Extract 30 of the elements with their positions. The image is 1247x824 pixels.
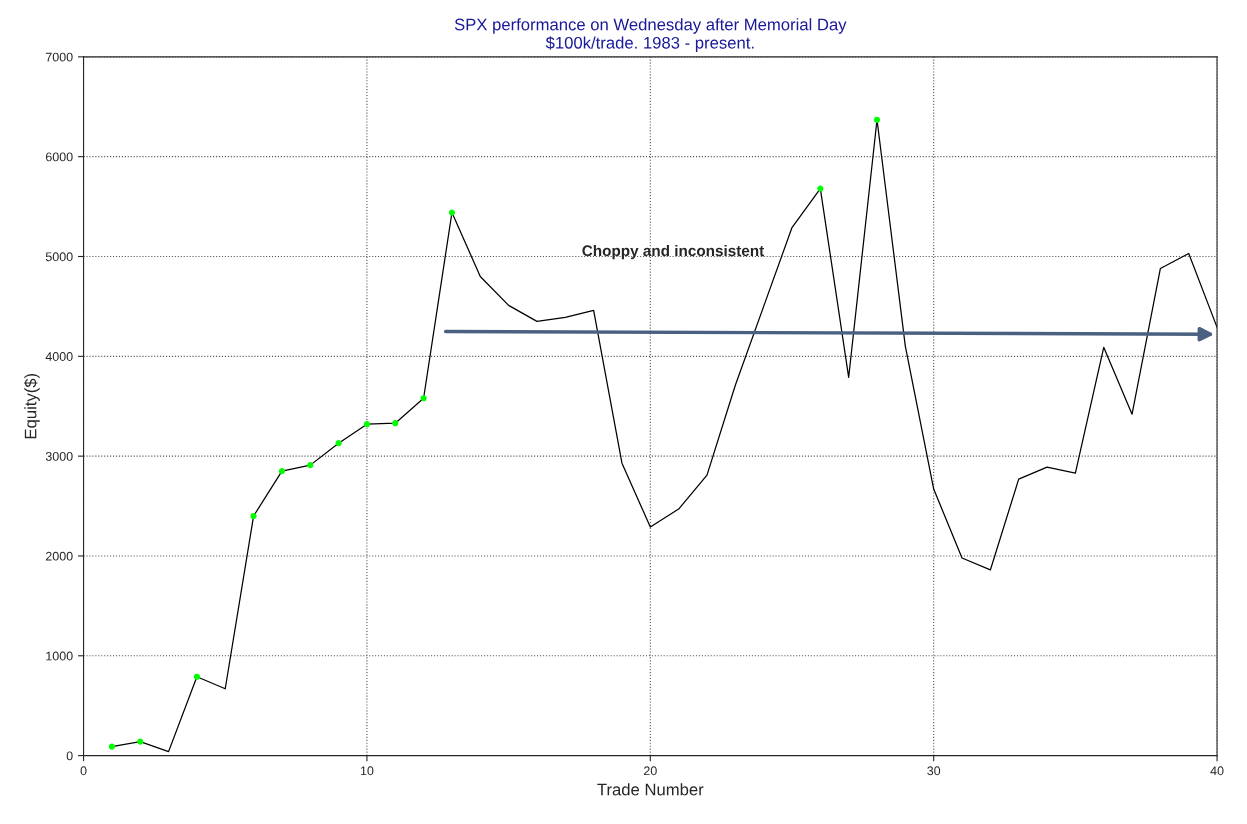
y-tick-label: 5000 [45, 252, 73, 262]
point [278, 468, 286, 475]
y-axis-title: Equity($) [23, 373, 40, 439]
chart-title: SPX performance on Wednesday after Memorial Day $100k/trade. 1983 - present. [454, 18, 847, 52]
y-tick-label: 3000 [45, 451, 73, 461]
point [108, 743, 115, 750]
x-tick-label: 10 [360, 766, 374, 776]
annotation: Choppy and inconsistent [582, 244, 765, 260]
point [817, 185, 824, 192]
point [392, 420, 399, 427]
x-tick-label: 30 [927, 766, 941, 776]
y-tick-label: 6000 [45, 152, 73, 162]
point [137, 738, 144, 745]
point [193, 673, 201, 680]
point [420, 395, 427, 402]
point [250, 512, 257, 520]
y-tick-label: 4000 [45, 352, 73, 361]
point [363, 421, 371, 428]
point [307, 462, 314, 469]
point [335, 440, 342, 447]
point [873, 116, 881, 123]
x-axis-title: Trade Number [597, 783, 704, 796]
y-tick-label: 1000 [46, 651, 73, 661]
x-tick-label: 40 [1210, 766, 1224, 776]
x-tick-label: 20 [643, 766, 657, 776]
y-tick-label: 0 [66, 751, 73, 761]
x-tick-label: 0 [80, 766, 87, 776]
y-tick-label: 2000 [45, 551, 73, 561]
y-tick-label: 7000 [45, 52, 73, 62]
point [448, 209, 456, 216]
